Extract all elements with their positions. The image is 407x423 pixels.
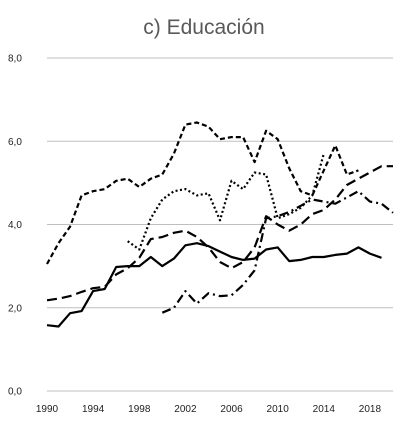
y-tick-label: 8,0 [8, 54, 22, 65]
y-tick-label: 4,0 [8, 220, 22, 231]
x-tick-label: 2010 [267, 404, 290, 415]
series-line-4 [127, 153, 325, 251]
series-line-1 [46, 242, 382, 328]
x-tick-label: 2006 [220, 404, 243, 415]
x-tick-label: 2014 [313, 404, 336, 415]
x-tick-label: 1998 [128, 404, 151, 415]
series-line-3 [46, 121, 359, 265]
x-tick-label: 1994 [82, 404, 105, 415]
series-line-5 [161, 190, 394, 314]
gridlines [47, 57, 393, 392]
y-tick-label: 2,0 [8, 303, 22, 314]
y-axis-ticks: 0,0 2,0 4,0 6,0 8,0 [8, 54, 22, 398]
x-tick-label: 1990 [36, 404, 59, 415]
x-tick-label: 2002 [174, 404, 197, 415]
series-line-2 [46, 165, 393, 302]
chart-title: c) Educación [143, 16, 264, 39]
y-tick-label: 0,0 [8, 387, 22, 398]
y-tick-label: 6,0 [8, 137, 22, 148]
x-axis-ticks: 1990 1994 1998 2002 2006 2010 2014 2018 [36, 404, 382, 415]
x-tick-label: 2018 [359, 404, 382, 415]
series-lines [46, 121, 394, 328]
